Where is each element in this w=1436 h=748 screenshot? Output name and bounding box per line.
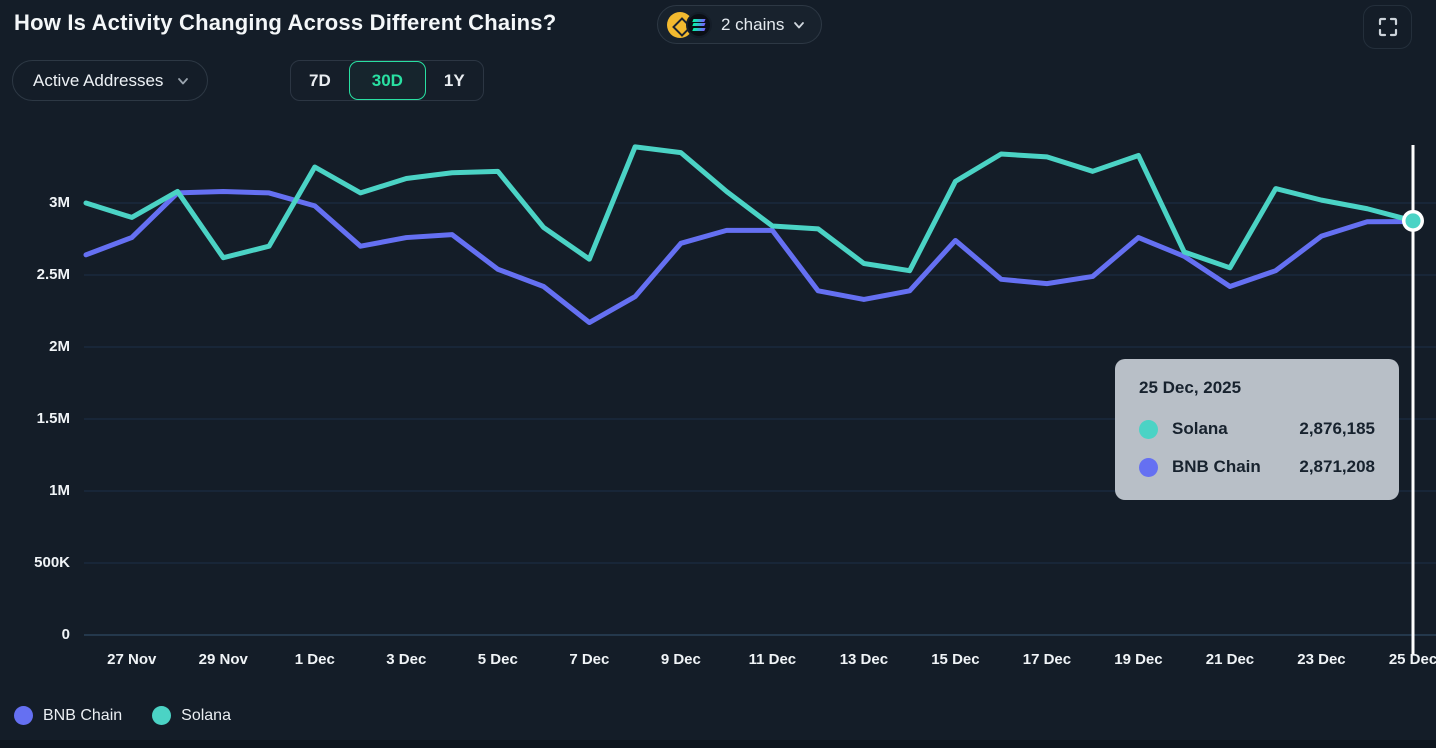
x-axis-label: 3 Dec: [386, 651, 427, 668]
tooltip-series-value: 2,871,208: [1299, 457, 1375, 476]
x-axis-label: 11 Dec: [748, 651, 797, 668]
x-axis-label: 5 Dec: [477, 651, 518, 668]
y-axis-label: 2M: [49, 338, 70, 355]
tooltip-series-name: Solana: [1172, 419, 1228, 438]
x-axis-label: 21 Dec: [1205, 651, 1255, 668]
solana-legend-dot: [152, 706, 172, 725]
chevron-down-icon: [178, 77, 189, 84]
tab-30d[interactable]: 30D: [348, 61, 426, 100]
x-axis-label: 7 Dec: [569, 651, 610, 668]
legend-item-solana[interactable]: Solana: [152, 706, 231, 725]
bottom-divider: [0, 740, 1436, 748]
y-axis-label: 1.5M: [36, 410, 70, 427]
x-axis-label: 9 Dec: [660, 651, 701, 668]
y-axis-label: 500K: [34, 554, 70, 571]
bnb-chain-series-dot: [1139, 457, 1158, 477]
range-tab-group: 7D 30D 1Y: [290, 60, 484, 101]
x-axis-label: 17 Dec: [1022, 651, 1072, 668]
metric-dropdown-value: Active Addresses: [33, 70, 164, 90]
chart-legend: BNB Chain Solana: [14, 706, 231, 725]
y-axis-label: 2.5M: [36, 266, 70, 283]
fullscreen-icon: [1378, 17, 1397, 37]
y-axis-label: 0: [61, 626, 70, 643]
x-axis-label: 29 Nov: [198, 651, 248, 668]
tooltip-series-value: 2,876,185: [1299, 419, 1375, 438]
tooltip-date: 25 Dec, 2025: [1139, 378, 1242, 397]
y-axis-label: 1M: [49, 482, 70, 499]
metric-dropdown[interactable]: Active Addresses: [12, 60, 209, 101]
y-axis-label: 3M: [49, 194, 70, 211]
tab-7d[interactable]: 7D: [291, 61, 349, 100]
x-axis-label: 25 Dec: [1388, 651, 1436, 668]
chains-selector-label: 2 chains: [721, 14, 785, 34]
tooltip-series-name: BNB Chain: [1172, 457, 1261, 476]
tooltip-row-bnb-chain: BNB Chain 2,871,208: [1139, 448, 1375, 486]
chain-icons: [667, 11, 712, 38]
x-axis-label: 27 Nov: [107, 651, 157, 668]
tab-1y[interactable]: 1Y: [426, 61, 483, 100]
chevron-down-icon: [794, 21, 805, 28]
legend-item-bnb-chain[interactable]: BNB Chain: [14, 706, 122, 725]
x-axis-label: 19 Dec: [1114, 651, 1163, 668]
solana-icon: [686, 11, 712, 38]
x-axis-label: 1 Dec: [294, 651, 335, 668]
legend-label: BNB Chain: [43, 706, 123, 724]
page-title: How Is Activity Changing Across Differen…: [14, 10, 557, 35]
fullscreen-button[interactable]: [1363, 5, 1412, 49]
solana-series-dot: [1139, 419, 1158, 439]
tooltip-row-solana: Solana 2,876,185: [1139, 410, 1375, 448]
bnb-chain-legend-dot: [14, 706, 33, 725]
chart-tooltip: 25 Dec, 2025 Solana 2,876,185 BNB Chain …: [1115, 359, 1399, 500]
chains-selector[interactable]: 2 chains: [657, 5, 823, 44]
x-axis-label: 15 Dec: [931, 651, 980, 668]
x-axis-label: 13 Dec: [839, 651, 889, 668]
legend-label: Solana: [181, 706, 231, 724]
x-axis-label: 23 Dec: [1297, 651, 1346, 668]
